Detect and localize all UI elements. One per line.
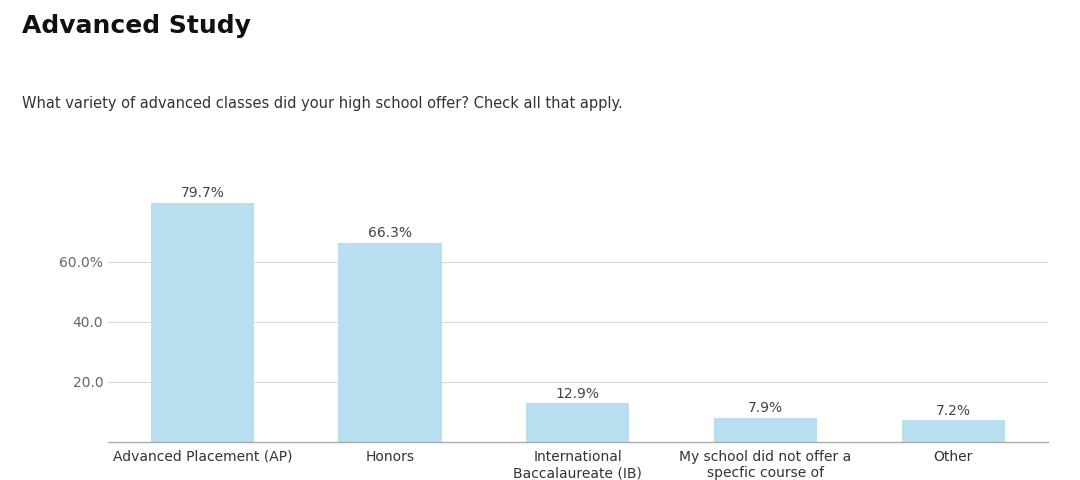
Text: 7.2%: 7.2% [935,404,971,418]
Bar [526,403,630,442]
Text: 12.9%: 12.9% [556,386,599,400]
Text: 7.9%: 7.9% [748,401,783,416]
Text: 79.7%: 79.7% [180,186,225,200]
Bar [902,420,1004,442]
Text: 66.3%: 66.3% [368,226,413,240]
Bar [338,243,442,442]
Text: Advanced Study: Advanced Study [22,14,251,38]
Bar [151,203,254,442]
Text: What variety of advanced classes did your high school offer? Check all that appl: What variety of advanced classes did you… [22,96,622,111]
Bar [714,418,818,442]
